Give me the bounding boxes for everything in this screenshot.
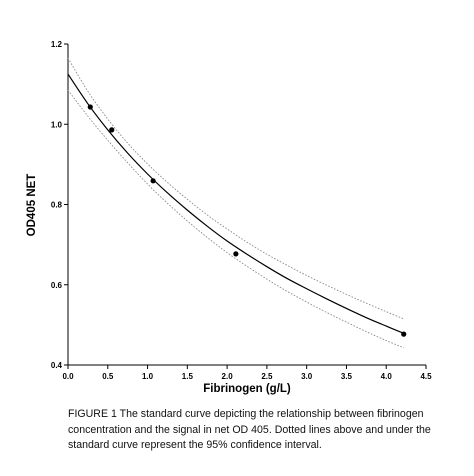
- data-point: [233, 251, 239, 257]
- data-point: [109, 127, 115, 133]
- x-tick-label: 3.5: [341, 372, 353, 381]
- x-tick-label: 1.5: [182, 372, 194, 381]
- y-tick-label: 0.8: [51, 201, 63, 210]
- data-points: [87, 104, 407, 337]
- x-tick-label: 2.5: [261, 372, 273, 381]
- x-tick-label: 0.0: [62, 372, 74, 381]
- x-tick-label: 3.0: [301, 372, 313, 381]
- x-axis-title: Fibrinogen (g/L): [203, 383, 291, 395]
- ci-lower-dotted-line: [67, 89, 404, 349]
- data-point: [150, 178, 156, 184]
- x-axis-ticks: 0.0 0.5 1.0 1.5 2.0 2.5 3.0 3.5 4.0 4.5: [62, 365, 432, 381]
- x-tick-label: 1.0: [142, 372, 154, 381]
- ci-upper-dotted-line: [67, 57, 404, 320]
- data-point: [87, 104, 93, 110]
- standard-curve-line: [67, 73, 404, 334]
- y-tick-label: 1.0: [51, 120, 63, 129]
- x-tick-label: 4.5: [420, 372, 432, 381]
- figure-caption: FIGURE 1 The standard curve depicting th…: [68, 408, 431, 451]
- x-tick-label: 2.0: [222, 372, 234, 381]
- x-tick-label: 4.0: [381, 372, 393, 381]
- y-tick-label: 0.4: [51, 361, 63, 370]
- y-axis-title: OD405 NET: [26, 174, 38, 237]
- y-tick-label: 0.6: [51, 281, 63, 290]
- y-axis-ticks: 0.4 0.6 0.8 1.0 1.2: [51, 40, 68, 370]
- standard-curve-chart: 0.0 0.5 1.0 1.5 2.0 2.5 3.0 3.5 4.0 4.5 0.4 0.6 0.8…: [26, 40, 432, 395]
- x-tick-label: 0.5: [102, 372, 114, 381]
- data-point: [401, 331, 407, 337]
- y-tick-label: 1.2: [51, 40, 63, 49]
